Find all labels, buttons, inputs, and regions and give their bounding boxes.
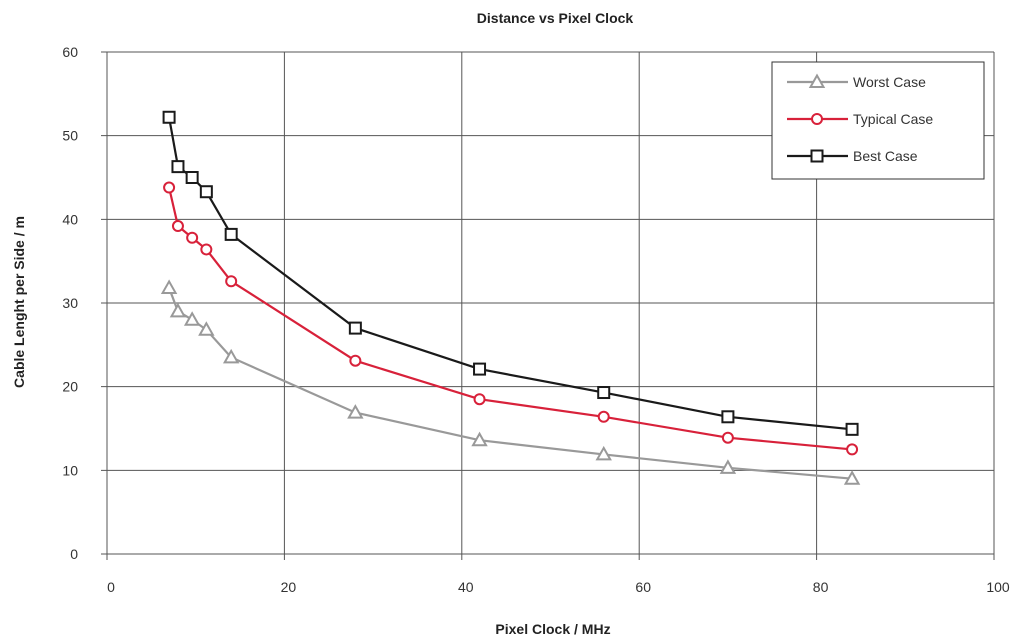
data-point: [225, 275, 238, 288]
data-point: [473, 393, 486, 406]
data-point: [719, 459, 737, 474]
x-tick-label: 60: [635, 579, 651, 595]
data-point: [597, 386, 611, 400]
series-worst-case: [160, 279, 861, 485]
data-point: [171, 160, 185, 174]
legend-item: Best Case: [787, 148, 918, 164]
data-point: [185, 171, 199, 184]
y-tick-label: 0: [70, 546, 78, 562]
data-point: [183, 311, 201, 326]
y-tick-label: 50: [62, 128, 78, 144]
x-tick-label: 40: [458, 579, 474, 595]
x-tick-label: 20: [281, 579, 297, 595]
legend-marker: [810, 149, 824, 163]
series-typical-case: [163, 181, 859, 456]
series-line: [168, 287, 853, 480]
data-point: [843, 470, 861, 485]
data-point: [186, 231, 199, 244]
y-tick-label: 60: [62, 44, 78, 60]
legend-label: Typical Case: [853, 111, 933, 127]
legend-marker: [811, 113, 823, 125]
data-point: [349, 354, 362, 367]
data-point: [721, 431, 734, 444]
x-tick-label: 80: [813, 579, 829, 595]
legend-item: Typical Case: [787, 111, 933, 127]
data-point: [163, 181, 176, 194]
data-point: [721, 410, 735, 424]
data-point: [198, 321, 215, 336]
data-point: [595, 445, 612, 461]
data-point: [224, 227, 238, 241]
y-tick-label: 40: [62, 211, 78, 227]
x-axis-label: Pixel Clock / MHz: [495, 621, 610, 637]
series-group: [160, 110, 861, 485]
data-point: [171, 220, 184, 233]
series-line: [168, 187, 853, 451]
data-point: [199, 185, 213, 199]
legend-label: Best Case: [853, 148, 918, 164]
data-point: [348, 321, 362, 335]
y-tick-label: 30: [62, 295, 78, 311]
legend: Worst Case Typical Case Best Case: [771, 61, 985, 180]
y-tick-label: 20: [62, 379, 78, 395]
data-point: [162, 110, 176, 124]
data-point: [200, 243, 213, 256]
legend-label: Worst Case: [853, 74, 926, 90]
axis-ticks: 0 10 20 30 40 50 60 0 20 40 60 80 100: [62, 44, 1009, 595]
chart-title: Distance vs Pixel Clock: [477, 10, 634, 26]
series-line: [168, 117, 853, 431]
x-tick-label: 0: [107, 579, 115, 595]
y-tick-label: 10: [62, 462, 78, 478]
y-axis-label: Cable Lenght per Side / m: [11, 216, 27, 388]
data-point: [597, 410, 610, 423]
x-tick-label: 100: [986, 579, 1010, 595]
data-point: [473, 362, 487, 376]
data-point: [846, 443, 859, 456]
series-best-case: [162, 110, 859, 436]
data-point: [347, 404, 364, 419]
data-point: [169, 302, 187, 318]
data-point: [222, 348, 240, 364]
data-point: [160, 279, 178, 294]
data-point: [845, 422, 859, 436]
data-point: [471, 431, 488, 447]
legend-marker: [808, 73, 826, 88]
legend-item: Worst Case: [787, 73, 926, 90]
